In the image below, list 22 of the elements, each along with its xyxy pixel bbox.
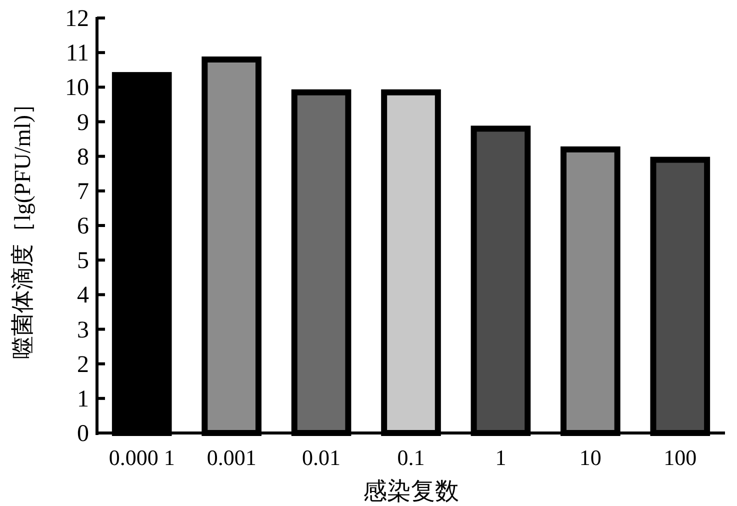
- y-tick-label: 7: [77, 178, 89, 205]
- y-tick-label: 8: [77, 144, 89, 170]
- y-tick-label: 5: [77, 248, 89, 274]
- x-tick-label: 0.1: [397, 445, 425, 470]
- y-tick-label: 4: [77, 282, 89, 309]
- y-tick-label: 3: [77, 317, 89, 344]
- x-tick-label: 0.01: [302, 445, 341, 470]
- y-tick-label: 0: [77, 421, 89, 447]
- x-tick-label: 100: [664, 445, 697, 470]
- y-tick-label: 2: [77, 352, 89, 378]
- x-axis-title: 感染复数: [363, 478, 459, 505]
- y-tick-label: 12: [65, 6, 89, 32]
- y-tick-label: 9: [77, 110, 89, 136]
- y-tick-label: 11: [66, 40, 89, 67]
- y-tick-label: 1: [77, 386, 89, 412]
- x-tick-label: 0.001: [206, 445, 256, 470]
- x-tick-label: 1: [495, 445, 506, 470]
- y-axis-title: 噬菌体滴度［lg(PFU/ml)］: [10, 92, 35, 360]
- x-tick-label: 10: [579, 445, 602, 470]
- y-tick-label: 6: [77, 214, 89, 240]
- x-tick-label: 0.000 1: [108, 445, 175, 470]
- y-tick-label: 10: [65, 75, 89, 102]
